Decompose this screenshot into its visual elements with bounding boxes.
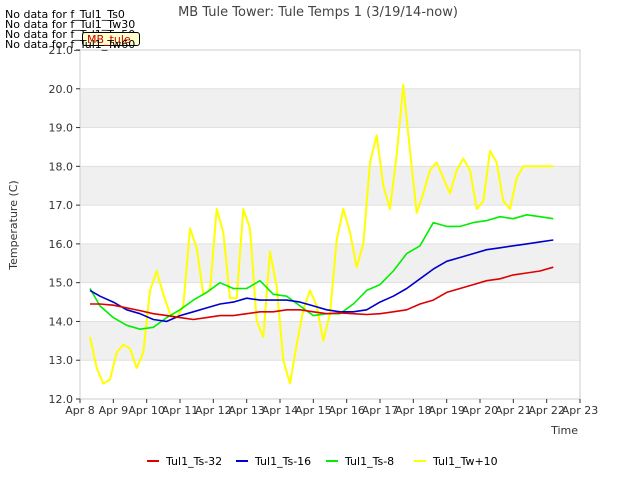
grid-band bbox=[80, 166, 580, 206]
series-line-Tul1_Ts-32 bbox=[90, 266, 554, 321]
y-tick-label: 21.0 bbox=[49, 44, 74, 57]
y-tick-label: 16.0 bbox=[49, 238, 74, 251]
x-tick-label: Apr 8 bbox=[65, 404, 95, 417]
y-tick-label: 13.0 bbox=[49, 354, 74, 367]
x-tick-label: Apr 12 bbox=[195, 404, 232, 417]
no-data-message: No data for f_Tul1_Tw30 bbox=[5, 18, 136, 31]
series-line-Tul1_Ts-16 bbox=[89, 239, 554, 323]
y-tick-label: 18.0 bbox=[49, 160, 74, 173]
no-data-message: No data for f_Tul1_Ts0 bbox=[5, 8, 125, 21]
y-axis-label: Temperature (C) bbox=[7, 180, 20, 270]
series-line-Tul1_Ts-8 bbox=[89, 214, 554, 331]
no-data-message: No data for f_Tul1_Tw60 bbox=[5, 38, 136, 51]
legend-label: Tul1_Ts-8 bbox=[344, 455, 394, 468]
grid-band bbox=[80, 243, 580, 283]
series-layer bbox=[89, 83, 554, 385]
legend-label: Tul1_Ts-16 bbox=[254, 455, 311, 468]
grid-bands bbox=[80, 49, 580, 400]
x-tick-label: Apr 13 bbox=[228, 404, 265, 417]
legend: Tul1_Ts-32 Tul1_Ts-16 Tul1_Ts-8 Tul1_Tw+10 bbox=[147, 455, 498, 468]
x-axis-label: Time bbox=[550, 424, 578, 437]
y-tick-label: 12.0 bbox=[49, 393, 74, 406]
x-tick-label: Apr 9 bbox=[99, 404, 129, 417]
x-tick-label: Apr 18 bbox=[395, 404, 432, 417]
x-tick-label: Apr 16 bbox=[328, 404, 365, 417]
legend-label: Tul1_Ts-32 bbox=[165, 455, 222, 468]
x-tick-label: Apr 22 bbox=[528, 404, 565, 417]
y-tick-label: 20.0 bbox=[49, 83, 74, 96]
chart-title: MB Tule Tower: Tule Temps 1 (3/19/14-now… bbox=[178, 5, 458, 20]
y-tick-label: 14.0 bbox=[49, 315, 74, 328]
plot-frame bbox=[79, 49, 581, 400]
x-tick-label: Apr 20 bbox=[462, 404, 499, 417]
grid-band bbox=[80, 88, 580, 128]
x-tick-label: Apr 19 bbox=[428, 404, 465, 417]
legend-label: Tul1_Tw+10 bbox=[432, 455, 498, 468]
series-line-Tul1_Tw+10 bbox=[89, 83, 554, 385]
x-tick-label: Apr 23 bbox=[562, 404, 599, 417]
x-tick-label: Apr 15 bbox=[295, 404, 332, 417]
y-tick-label: 17.0 bbox=[49, 199, 74, 212]
grid-band bbox=[80, 321, 580, 361]
x-tick-label: Apr 17 bbox=[362, 404, 399, 417]
x-tick-label: Apr 21 bbox=[495, 404, 532, 417]
x-tick-label: Apr 14 bbox=[262, 404, 299, 417]
hover-tooltip: MB_tule bbox=[82, 32, 140, 46]
x-tick-label: Apr 11 bbox=[162, 404, 199, 417]
x-tick-label: Apr 10 bbox=[128, 404, 165, 417]
y-tick-label: 15.0 bbox=[49, 277, 74, 290]
y-tick-label: 19.0 bbox=[49, 122, 74, 135]
